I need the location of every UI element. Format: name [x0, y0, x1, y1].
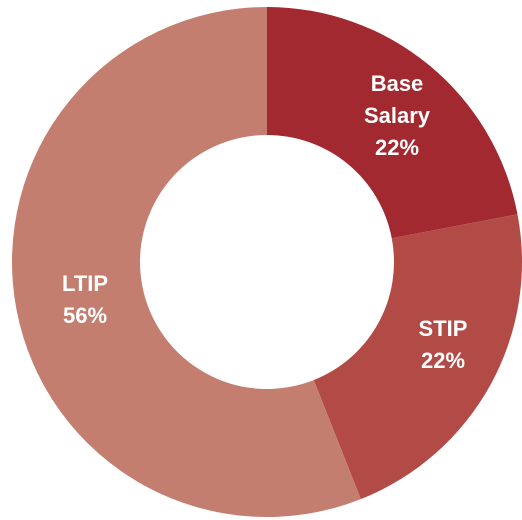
value-label: 56% [63, 303, 107, 328]
donut-slice [267, 7, 518, 239]
slice-label: STIP [419, 316, 468, 341]
label-line: LTIP [62, 271, 108, 296]
donut-slice [12, 7, 361, 517]
value-label: 22% [421, 348, 465, 373]
value-label: 22% [375, 135, 419, 160]
donut-slice [313, 214, 522, 500]
label-line: STIP [419, 316, 468, 341]
slice-label: LTIP [62, 271, 108, 296]
slice-label: Base Salary [364, 71, 431, 128]
label-line: Base [371, 71, 424, 96]
label-line: Salary [364, 103, 431, 128]
